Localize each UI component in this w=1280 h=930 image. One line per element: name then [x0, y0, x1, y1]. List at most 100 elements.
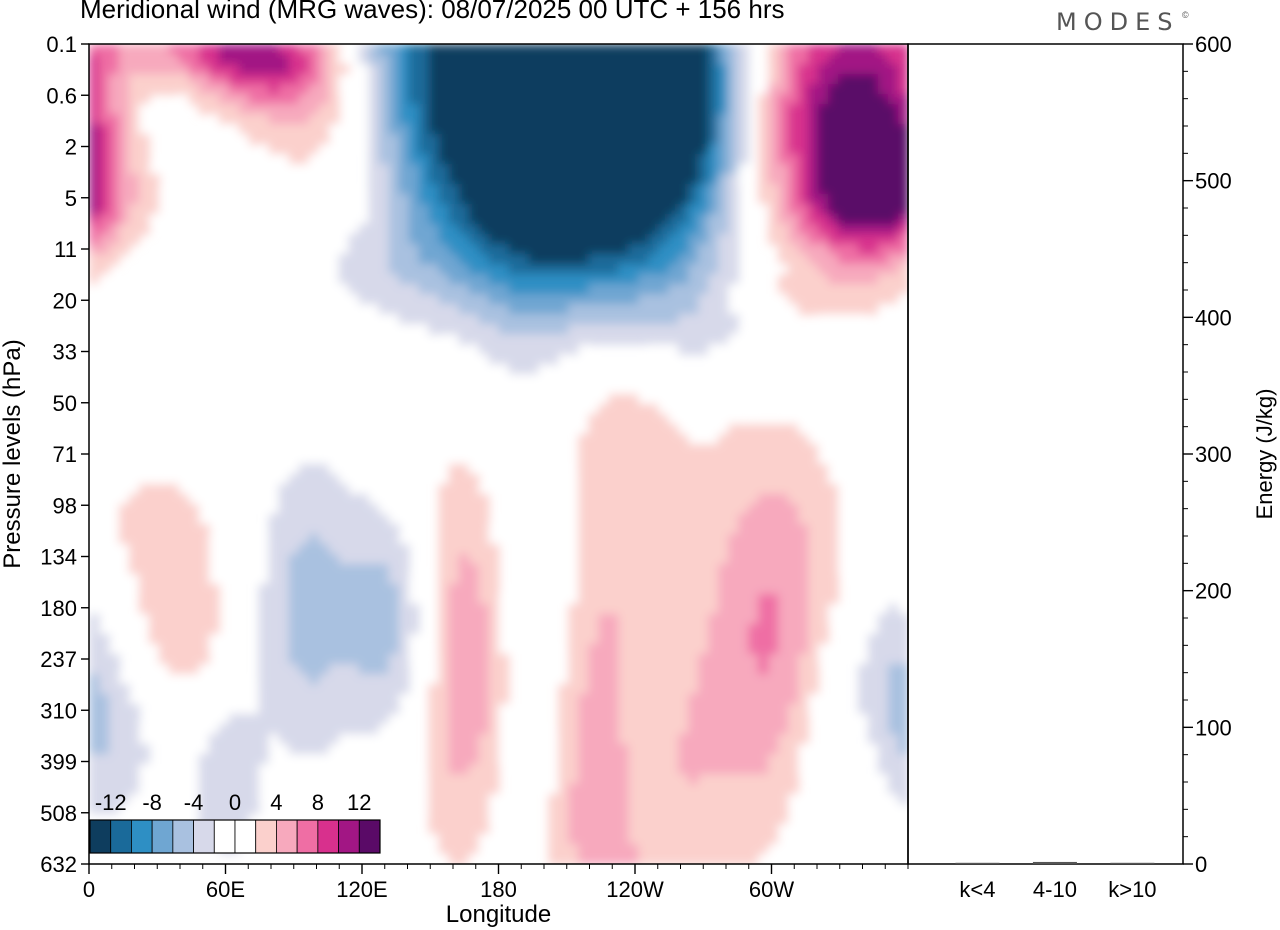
- heatmap-cell: [578, 64, 590, 75]
- heatmap-cell: [718, 64, 730, 75]
- heatmap-cell: [188, 494, 200, 505]
- heatmap-cell: [748, 634, 760, 645]
- heatmap-cell: [428, 64, 440, 75]
- heatmap-cell: [188, 84, 200, 95]
- y-tick-label: 11: [54, 237, 77, 262]
- heatmap-cell: [168, 84, 180, 95]
- heatmap-cell: [358, 644, 370, 655]
- heatmap-cell: [578, 754, 590, 765]
- heatmap-cell: [498, 74, 510, 85]
- heatmap-cell: [688, 694, 700, 705]
- heatmap-cell: [258, 684, 270, 695]
- heatmap-cell: [508, 254, 520, 265]
- heatmap-cell: [808, 74, 820, 85]
- heatmap-cell: [448, 334, 460, 345]
- heatmap-cell: [468, 554, 480, 565]
- heatmap-cell: [698, 754, 710, 765]
- heatmap-cell: [898, 654, 908, 665]
- heatmap-cell: [468, 464, 480, 475]
- heatmap-cell: [708, 694, 720, 705]
- heatmap-cell: [588, 44, 600, 55]
- heatmap-cell: [108, 774, 120, 785]
- heatmap-cell: [438, 534, 450, 545]
- heatmap-cell: [778, 754, 790, 765]
- heatmap-cell: [528, 214, 540, 225]
- heatmap-cell: [748, 734, 760, 745]
- heatmap-cell: [89, 724, 100, 735]
- heatmap-cell: [628, 854, 640, 864]
- heatmap-cell: [258, 744, 270, 755]
- y-tick-label: 71: [53, 442, 77, 467]
- heatmap-cell: [718, 294, 730, 305]
- heatmap-cell: [838, 94, 849, 105]
- heatmap-cell: [748, 674, 760, 685]
- heatmap-cell: [628, 444, 640, 455]
- heatmap-cell: [468, 764, 480, 775]
- heatmap-cell: [768, 84, 780, 95]
- heatmap-cell: [648, 44, 660, 55]
- colorbar-label: -12: [95, 790, 127, 815]
- heatmap-cell: [778, 584, 790, 595]
- heatmap-cell: [418, 304, 430, 315]
- heatmap-cell: [168, 494, 180, 505]
- heatmap-cell: [738, 424, 750, 435]
- heatmap-cell: [618, 644, 630, 655]
- heatmap-cell: [688, 104, 700, 115]
- heatmap-cell: [648, 834, 660, 845]
- heatmap-cell: [89, 634, 100, 645]
- heatmap-cell: [578, 244, 590, 255]
- heatmap-cell: [658, 674, 670, 685]
- heatmap-cell: [368, 674, 380, 685]
- heatmap-cell: [488, 654, 500, 665]
- heatmap-cell: [628, 434, 640, 445]
- heatmap-cell: [888, 124, 899, 135]
- heatmap-cell: [458, 294, 470, 305]
- heatmap-cell: [618, 604, 630, 615]
- heatmap-cell: [578, 684, 590, 695]
- heatmap-cell: [98, 94, 110, 105]
- heatmap-cell: [758, 614, 770, 625]
- heatmap-cell: [668, 564, 680, 575]
- heatmap-cell: [138, 224, 150, 235]
- heatmap-cell: [298, 514, 310, 525]
- heatmap-cell: [808, 454, 820, 465]
- heatmap-cell: [858, 104, 869, 115]
- heatmap-cell: [328, 644, 340, 655]
- heatmap-cell: [348, 244, 360, 255]
- heatmap-cell: [318, 614, 330, 625]
- heatmap-cells: [89, 44, 908, 864]
- heatmap-cell: [728, 144, 740, 155]
- heatmap-cell: [478, 104, 490, 115]
- heatmap-cell: [698, 184, 710, 195]
- heatmap-cell: [488, 574, 500, 585]
- heatmap-cell: [468, 74, 480, 85]
- heatmap-cell: [328, 604, 340, 615]
- heatmap-cell: [768, 124, 780, 135]
- heatmap-cell: [678, 824, 690, 835]
- heatmap-cell: [308, 734, 320, 745]
- heatmap-cell: [578, 324, 590, 335]
- heatmap-cell: [788, 534, 800, 545]
- heatmap-cell: [788, 754, 800, 765]
- heatmap-cell: [458, 534, 470, 545]
- heatmap-cell: [118, 514, 130, 525]
- heatmap-cell: [758, 844, 770, 855]
- heatmap-cell: [828, 474, 839, 485]
- heatmap-cell: [458, 114, 470, 125]
- heatmap-cell: [618, 744, 630, 755]
- heatmap-cell: [858, 244, 869, 255]
- heatmap-cell: [448, 764, 460, 775]
- heatmap-cell: [408, 204, 420, 215]
- heatmap-cell: [658, 824, 670, 835]
- heatmap-cell: [468, 124, 480, 135]
- heatmap-cell: [808, 184, 820, 195]
- heatmap-cell: [778, 234, 790, 245]
- heatmap-cell: [388, 684, 400, 695]
- heatmap-cell: [648, 494, 660, 505]
- heatmap-cell: [668, 204, 680, 215]
- heatmap-cell: [89, 154, 100, 165]
- heatmap-cell: [728, 294, 740, 305]
- heatmap-cell: [278, 684, 290, 695]
- heatmap-cell: [498, 624, 510, 635]
- heatmap-cell: [438, 734, 450, 745]
